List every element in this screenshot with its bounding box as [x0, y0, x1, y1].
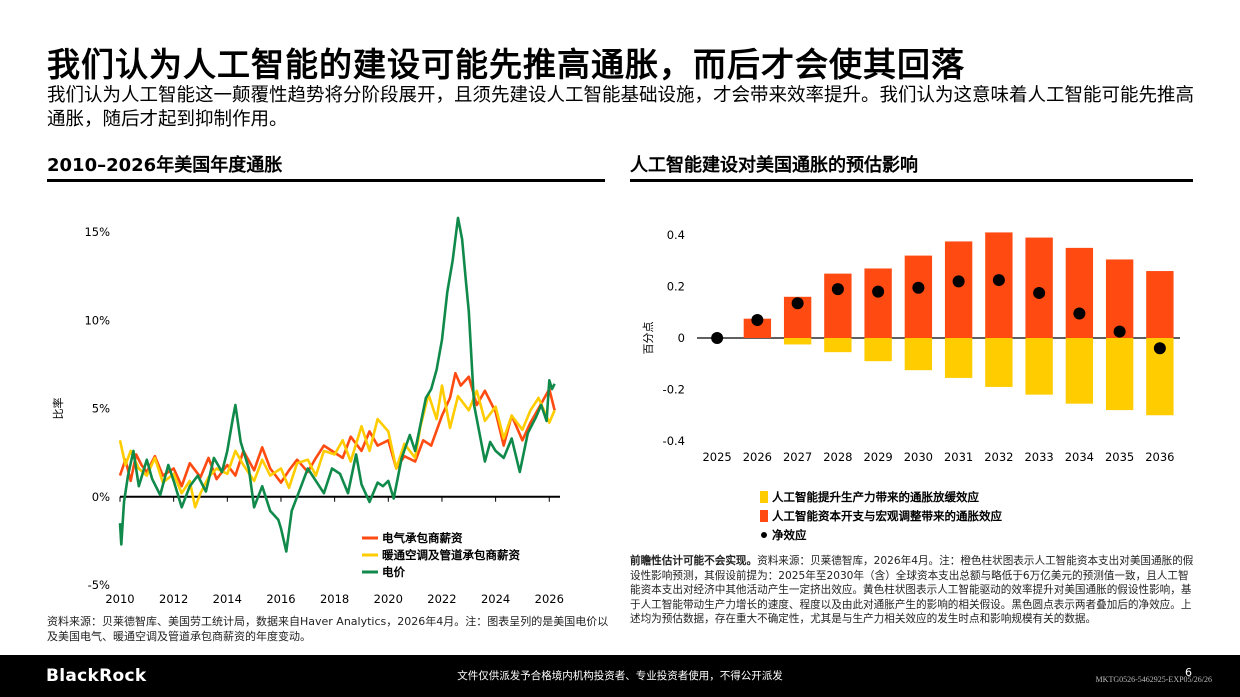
line-chart: 比率 -5% 0% 5% 10% 15% 2010 2012 2014 2016 2018 2020…: [51, 216, 564, 606]
bar-productivity: [1065, 338, 1094, 404]
x-tick-label: 2025: [702, 450, 731, 464]
bar-capex: [904, 255, 933, 338]
x-tick-label: 2036: [1145, 450, 1174, 464]
net-effect-dot: [751, 313, 764, 326]
page-subtitle: 我们认为人工智能这一颠覆性趋势将分阶段展开，且须先建设人工智能基础设施，才会带来…: [47, 85, 1195, 130]
y-tick-label: -0.2: [663, 383, 685, 397]
bar-productivity: [985, 338, 1013, 387]
net-effect-dot: [711, 332, 724, 344]
net-effect-dot: [952, 275, 965, 288]
legend-label: 人工智能提升生产力带来的通胀放缓效应: [772, 490, 979, 504]
bar-productivity: [824, 338, 852, 353]
note-text: 资料来源：贝莱德智库，2026年4月。注：橙色柱状图表示人工智能资本支出对美国通…: [630, 555, 1194, 625]
series-line-3: [118, 216, 556, 553]
series-line-2: [118, 384, 556, 509]
x-tick-label: 2027: [783, 450, 812, 464]
y-tick-label: 0: [678, 331, 685, 345]
y-tick-label: 0.2: [667, 280, 685, 294]
legend-label: 净效应: [772, 528, 807, 542]
legend-label: 人工智能资本开支与宏观调整带来的通胀效应: [772, 509, 1002, 523]
bar-capex: [1105, 259, 1134, 338]
bar-capex: [1146, 271, 1174, 338]
bar-capex: [743, 318, 772, 338]
x-tick-label: 2020: [374, 592, 403, 606]
x-tick-label: 2032: [984, 450, 1013, 464]
y-tick-label: -0.4: [663, 434, 685, 448]
net-effect-dot: [992, 274, 1005, 287]
legend-swatch: [760, 510, 768, 522]
x-tick-label: 2028: [823, 450, 852, 464]
footer-bar: BlackRock 文件仅供派发予合格境内机构投资者、专业投资者使用，不得公开派…: [0, 655, 1240, 697]
y-axis-label: 比率: [51, 398, 65, 420]
x-tick-label: 2035: [1105, 450, 1134, 464]
net-effect-dot: [1113, 325, 1126, 338]
legend-label: 暖通空调及管道承包商薪资: [382, 548, 520, 562]
legend-dot: [761, 532, 767, 538]
doc-code: MKTG0526-5462925-EXP05/26/26: [1095, 675, 1212, 684]
net-effect-dot: [1153, 342, 1166, 355]
net-effect-dot: [872, 285, 885, 298]
x-tick-label: 2026: [535, 592, 564, 606]
net-effect-dot: [791, 297, 804, 310]
left-source-note: 资料来源：贝莱德智库、美国劳工统计局，数据来自Haver Analytics，2…: [47, 615, 609, 643]
bar-productivity: [864, 338, 892, 362]
net-effect-dot: [1073, 307, 1086, 320]
x-tick-label: 2033: [1024, 450, 1053, 464]
x-tick-label: 2012: [159, 592, 188, 606]
x-tick-label: 2022: [427, 592, 456, 606]
legend-swatch: [760, 491, 768, 503]
x-tick-label: 2031: [944, 450, 973, 464]
y-tick-label: 5%: [92, 402, 110, 416]
bar-productivity: [904, 338, 933, 371]
y-tick-label: 0.4: [667, 228, 685, 242]
left-chart-title: 2010–2026年美国年度通胀: [47, 155, 283, 176]
bar-capex: [944, 241, 973, 338]
series-line-1: [118, 371, 556, 488]
legend-label: 电价: [382, 565, 405, 579]
bar-productivity: [1105, 338, 1134, 411]
x-tick-label: 2014: [213, 592, 242, 606]
x-tick-label: 2030: [904, 450, 933, 464]
bar-capex: [1065, 247, 1094, 338]
x-tick-label: 2034: [1065, 450, 1094, 464]
net-effect-dot: [831, 283, 844, 296]
y-tick-label: -5%: [88, 578, 110, 592]
x-tick-label: 2010: [105, 592, 134, 606]
y-axis-label: 百分点: [642, 322, 655, 355]
net-effect-dot: [912, 281, 925, 294]
legend-label: 电气承包商薪资: [382, 531, 463, 545]
x-tick-label: 2029: [863, 450, 892, 464]
left-section-rule: [47, 179, 605, 182]
y-tick-label: 0%: [92, 490, 110, 504]
bar-chart: 百分点 0.4 0.2 0 -0.2 -0.4 2025 2026 2027 2028 2029 20…: [642, 228, 1180, 542]
x-tick-label: 2026: [743, 450, 772, 464]
x-tick-label: 2016: [266, 592, 295, 606]
right-section-rule: [630, 179, 1193, 182]
x-tick-label: 2024: [481, 592, 510, 606]
note-bold: 前瞻性估计可能不会实现。: [630, 555, 758, 567]
right-source-note: 前瞻性估计可能不会实现。资料来源：贝莱德智库，2026年4月。注：橙色柱状图表示…: [630, 554, 1195, 627]
net-effect-dot: [1033, 286, 1046, 299]
brand-logo: BlackRock: [46, 666, 147, 686]
x-tick-label: 2018: [320, 592, 349, 606]
y-tick-label: 15%: [84, 225, 110, 239]
bar-productivity: [944, 338, 973, 378]
bar-capex: [864, 268, 892, 338]
bar-productivity: [783, 338, 812, 345]
page-title: 我们认为人工智能的建设可能先推高通胀，而后才会使其回落: [47, 45, 965, 84]
right-chart-title: 人工智能建设对美国通胀的预估影响: [630, 155, 918, 176]
footer-disclaimer: 文件仅供派发予合格境内机构投资者、专业投资者使用，不得公开派发: [457, 670, 783, 682]
bar-productivity: [1025, 338, 1053, 395]
page-number: 6: [1185, 666, 1192, 679]
y-tick-label: 10%: [84, 313, 110, 327]
